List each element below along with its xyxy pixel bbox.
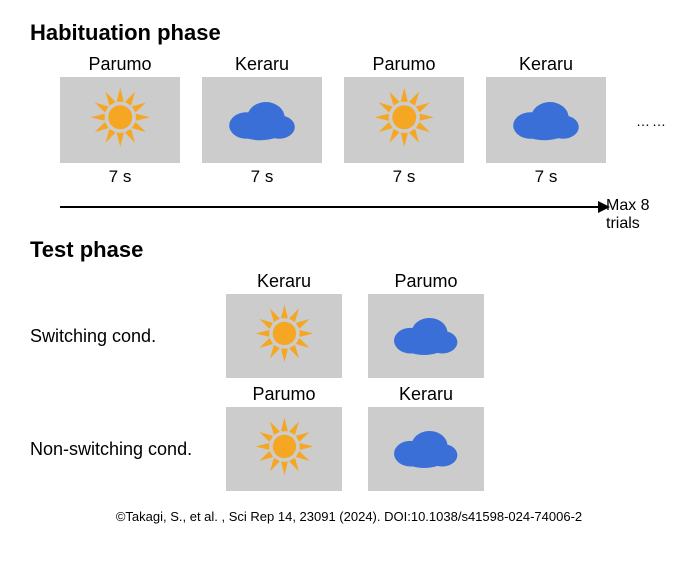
cloud-icon xyxy=(223,94,301,146)
habituation-trial: Keraru 7 s xyxy=(486,54,606,187)
habituation-trial: Parumo 7 s xyxy=(60,54,180,187)
sun-icon xyxy=(250,412,319,486)
stimulus-box xyxy=(368,294,484,378)
cloud-icon xyxy=(388,310,463,361)
habituation-trial: Keraru 7 s xyxy=(202,54,322,187)
timeline-arrow: Max 8 trials xyxy=(30,195,668,219)
arrow-line xyxy=(60,206,600,208)
sun-icon xyxy=(369,82,440,158)
test-condition-row: Switching cond. xyxy=(30,294,668,378)
test-title: Test phase xyxy=(30,237,668,263)
test-condition-row: Non-switching cond. xyxy=(30,407,668,491)
habituation-trial: Parumo 7 s xyxy=(344,54,464,187)
stimulus-box xyxy=(368,407,484,491)
stimulus-box xyxy=(226,294,342,378)
duration-label: 7 s xyxy=(535,167,558,187)
cloud-icon xyxy=(507,94,585,146)
citation-text: ©Takagi, S., et al. , Sci Rep 14, 23091 … xyxy=(30,509,668,524)
habituation-title: Habituation phase xyxy=(30,20,668,46)
stimulus-label: Parumo xyxy=(88,54,151,75)
stimulus-box xyxy=(226,407,342,491)
stimulus-label: Keraru xyxy=(519,54,573,75)
stimulus-label: Parumo xyxy=(372,54,435,75)
stimulus-box xyxy=(486,77,606,163)
stimulus-label: Keraru xyxy=(226,271,342,292)
cloud-icon xyxy=(388,423,463,474)
duration-label: 7 s xyxy=(109,167,132,187)
test-label-row: Parumo Keraru xyxy=(30,384,668,407)
stimulus-label: Keraru xyxy=(235,54,289,75)
condition-label: Switching cond. xyxy=(30,326,200,347)
stimulus-label: Parumo xyxy=(368,271,484,292)
arrow-caption: Max 8 trials xyxy=(606,197,668,233)
habituation-row: Parumo 7 sKeraru 7 sParumo 7 sKeraru 7 s… xyxy=(60,54,668,187)
ellipsis: …… xyxy=(636,113,668,129)
stimulus-box xyxy=(202,77,322,163)
sun-icon xyxy=(85,82,156,158)
duration-label: 7 s xyxy=(393,167,416,187)
test-area: KeraruParumoSwitching cond. ParumoKeraru… xyxy=(30,271,668,491)
stimulus-box xyxy=(344,77,464,163)
sun-icon xyxy=(250,299,319,373)
condition-label: Non-switching cond. xyxy=(30,439,200,460)
stimulus-box xyxy=(60,77,180,163)
test-label-row: Keraru Parumo xyxy=(30,271,668,294)
duration-label: 7 s xyxy=(251,167,274,187)
stimulus-label: Keraru xyxy=(368,384,484,405)
stimulus-label: Parumo xyxy=(226,384,342,405)
